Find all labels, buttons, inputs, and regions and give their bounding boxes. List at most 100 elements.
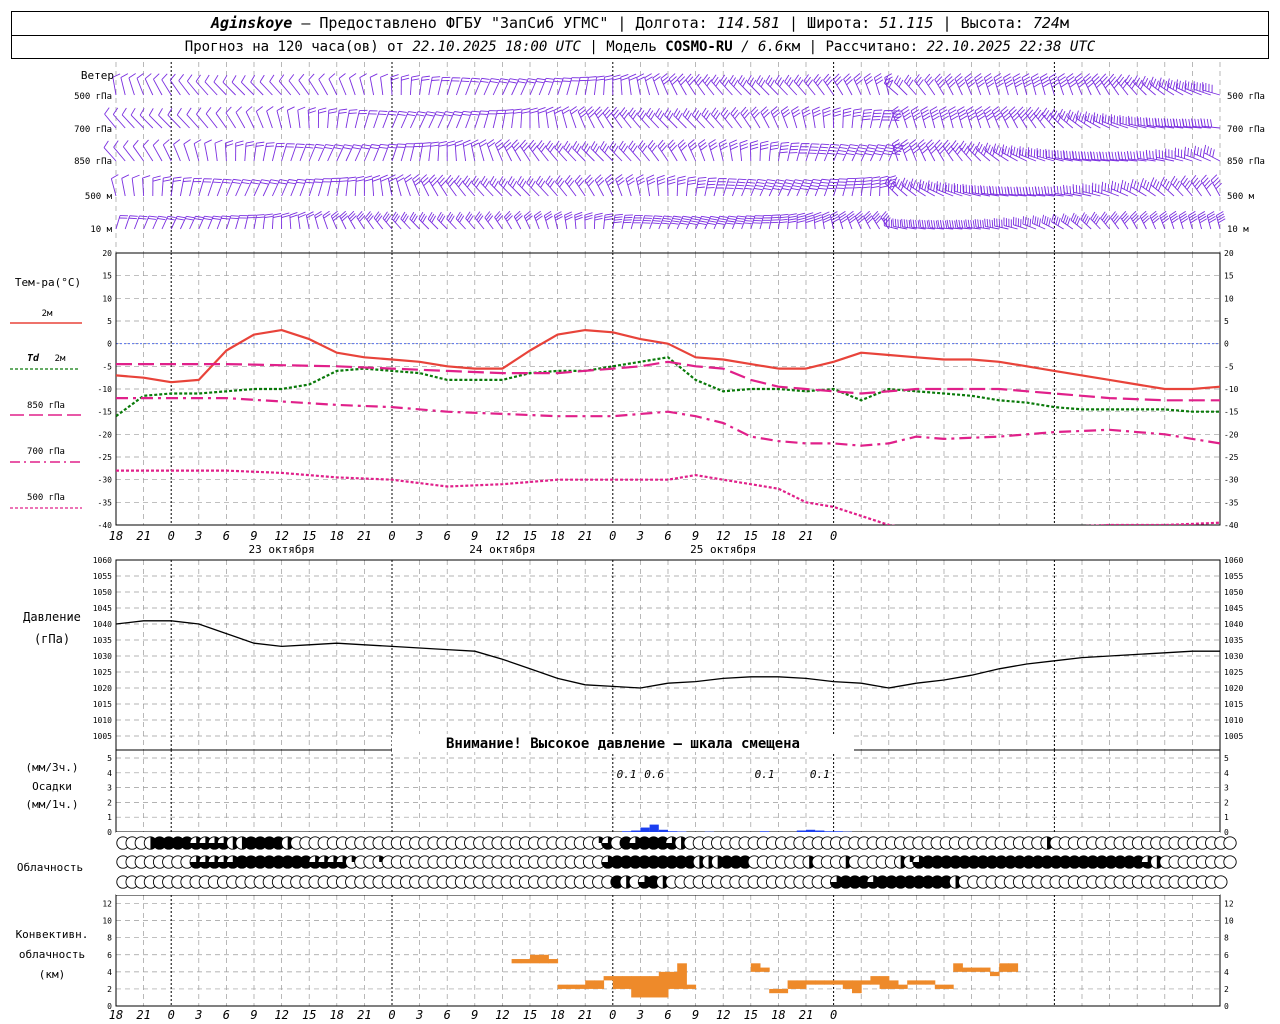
wind-barb-flag [744, 112, 750, 119]
wind-barb-flag [413, 177, 421, 183]
hour-tick: 21 [357, 1008, 371, 1022]
wind-barb-flag [147, 217, 156, 220]
wind-barb-flag [396, 174, 404, 180]
wind-barb-flag [1165, 180, 1170, 189]
wind-barb-flag [1187, 81, 1190, 90]
wind-barb-flag [1093, 151, 1096, 160]
wind-barb-flag [944, 182, 947, 191]
wind-barb-flag [1011, 112, 1019, 119]
pres-ytick-right: 1050 [1224, 588, 1243, 597]
conv-ytick-left: 2 [107, 985, 112, 994]
wind-barb-flag [1186, 182, 1193, 190]
wind-barb-flag [1204, 180, 1211, 187]
wind-barb [132, 146, 144, 162]
temp-ytick-left: 20 [102, 249, 112, 258]
cloud-fill-full [272, 836, 285, 850]
wind-barb-flag [1178, 210, 1186, 217]
wind-barb [823, 79, 834, 96]
wind-barb-flag [463, 110, 472, 113]
cloud-fill-full [949, 855, 962, 869]
wind-barb-flag [592, 143, 598, 151]
wind-barb [602, 112, 614, 129]
temp-ytick-left: -20 [98, 430, 113, 439]
wind-barb-flag [213, 215, 222, 218]
wind-barb [814, 143, 822, 162]
wind-barb-flag [1203, 118, 1206, 127]
wind-barb [161, 79, 172, 96]
wind-barb-flag [250, 182, 259, 185]
wind-barb-flag [877, 144, 886, 147]
wind-barb-flag [462, 139, 471, 144]
wind-barb-flag [875, 79, 884, 85]
wind-barb-flag [805, 214, 814, 218]
wind-barb-flag [974, 219, 977, 228]
wind-barb-flag [823, 73, 830, 81]
wind-barb [454, 181, 466, 197]
wind-barb-flag [976, 112, 985, 118]
wind-barb-flag [888, 178, 897, 182]
wind-barb [327, 110, 330, 129]
wind-barb-flag [934, 73, 941, 80]
wind-barb-flag [535, 175, 541, 184]
wind-barb-flag [158, 215, 167, 218]
wind-barb [842, 109, 844, 129]
wind-barb-flag [183, 177, 192, 179]
wind-barb-flag [840, 218, 848, 224]
cloud-fill-three-quarter [830, 875, 843, 889]
wind-barb [216, 179, 225, 197]
pres-ytick-left: 1055 [93, 572, 112, 581]
wind-barb-flag [906, 77, 912, 85]
wind-barb-flag [604, 213, 613, 216]
wind-barb-flag [148, 215, 157, 218]
wind-barb-flag [1004, 145, 1008, 154]
wind-barb-flag [1084, 111, 1088, 120]
wind-barb-flag [804, 179, 813, 182]
wind-barb-flag [904, 179, 908, 188]
wind-barb-flag [680, 220, 689, 223]
wind-barb-flag [875, 76, 883, 82]
hour-tick: 9 [250, 529, 257, 543]
wind-barb-flag [822, 216, 831, 221]
wind-barb-flag [941, 115, 950, 121]
wind-barb-flag [185, 218, 194, 221]
wind-barb-flag [1101, 213, 1108, 221]
wind-barb-flag [365, 211, 371, 218]
wind-barb-flag [731, 77, 737, 85]
conv-ytick-right: 8 [1224, 934, 1229, 943]
wind-barb-flag [1124, 217, 1131, 224]
wind-barb [1093, 119, 1110, 129]
wind-barb-flag [473, 178, 479, 186]
wind-barb-flag [965, 219, 968, 228]
wind-barb-flag [950, 115, 959, 121]
wind-barb-flag [844, 76, 852, 83]
wind-barb-flag [519, 139, 526, 147]
wind-barb-flag [846, 79, 853, 86]
wind-barb-flag [760, 79, 766, 88]
wind-barb-flag [875, 217, 883, 224]
wind-barb-flag [928, 219, 931, 228]
temp-frame [115, 252, 1221, 526]
cloud-fill-full [235, 855, 249, 869]
wind-barb-flag [996, 82, 1004, 88]
wind-barb-flag [744, 187, 753, 190]
wind-barb-flag [1062, 150, 1065, 159]
series-pressure [115, 620, 1220, 689]
wind-barb-flag [691, 107, 697, 116]
wind-barb-flag [222, 75, 228, 83]
wind-barb-flag [1015, 82, 1023, 88]
wind-barb-flag [1110, 76, 1116, 84]
wind-barb-flag [893, 142, 901, 148]
wind-barb-flag [774, 74, 780, 83]
wind-barb-flag [796, 220, 805, 224]
wind-barb-flag [690, 220, 699, 223]
hour-tick: 3 [636, 529, 644, 543]
wind-barb-flag [405, 177, 413, 183]
wind-barb [205, 113, 218, 129]
wind-barb-flag [986, 79, 994, 85]
conv-bar [576, 984, 586, 989]
wind-barb-flag [173, 179, 182, 182]
wind-barb-flag [245, 106, 253, 113]
wind-barb-flag [298, 214, 306, 219]
wind-barb-flag [288, 179, 297, 182]
wind-barb-flag [404, 174, 412, 180]
